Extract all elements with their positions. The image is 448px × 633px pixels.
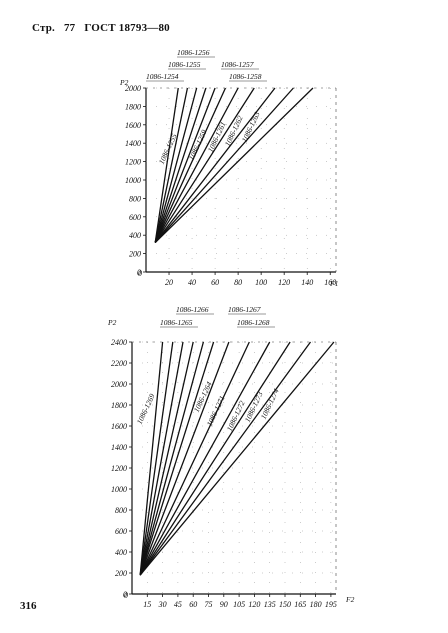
series-line (139, 341, 164, 576)
series-line (154, 87, 239, 243)
series-label: 1086-1274 (259, 387, 281, 420)
y-tick-label: 800 (115, 506, 127, 515)
x-tick-label: 120 (278, 278, 290, 287)
series-line (154, 87, 255, 243)
legend-label: 1086-1255 (168, 60, 201, 69)
series-line (139, 341, 194, 576)
legend-label: 1086-1256 (177, 48, 210, 57)
x-tick-label: 45 (174, 600, 182, 609)
x-axis-label: F2 (345, 595, 355, 604)
series-line (139, 341, 215, 576)
x-tick-label: 165 (294, 600, 306, 609)
series-line (139, 341, 184, 576)
x-tick-label: 60 (189, 600, 197, 609)
x-origin-label: 0 (124, 591, 128, 600)
x-tick-label: 195 (325, 600, 337, 609)
standard-code: ГОСТ 18793—80 (84, 22, 170, 34)
x-tick-label: 150 (279, 600, 291, 609)
x-tick-label: 80 (234, 278, 242, 287)
legend-label: 1086-1267 (228, 305, 261, 314)
y-tick-label: 0 (123, 590, 127, 599)
x-tick-label: 100 (255, 278, 267, 287)
series-line (154, 87, 216, 243)
legend-label: 1086-1257 (221, 60, 254, 69)
y-tick-label: 1000 (111, 485, 127, 494)
series-line (139, 341, 205, 576)
x-tick-label: 90 (220, 600, 228, 609)
y-axis-label: P2 (107, 318, 117, 327)
y-tick-label: 200 (115, 569, 127, 578)
x-origin-label: 0 (138, 269, 142, 278)
legend-label: 1086-1268 (237, 318, 270, 327)
x-tick-label: 120 (248, 600, 260, 609)
page-no: 77 (63, 22, 76, 34)
y-tick-label: 2000 (111, 380, 127, 389)
y-tick-label: 2200 (111, 359, 127, 368)
series-line (154, 87, 227, 243)
y-tick-label: 1400 (125, 139, 141, 148)
series-line (139, 341, 271, 576)
x-tick-label: 160 (324, 278, 336, 287)
y-axis-label: P2 (119, 78, 129, 87)
series-label: 1086-1264 (192, 380, 214, 413)
y-tick-label: 1400 (111, 443, 127, 452)
series-label: 1086-1269 (135, 392, 157, 425)
x-tick-label: 140 (301, 278, 313, 287)
legend-label: 1086-1265 (160, 318, 193, 327)
page-prefix: Стр. (32, 22, 56, 34)
x-tick-label: 20 (165, 278, 173, 287)
y-tick-label: 400 (115, 548, 127, 557)
y-tick-label: 1600 (125, 121, 141, 130)
series-line (154, 87, 276, 243)
y-tick-label: 2000 (125, 84, 141, 93)
x-tick-label: 180 (310, 600, 322, 609)
legend-label: 1086-1254 (146, 72, 179, 81)
series-label: 1086-1271 (205, 394, 227, 427)
series-line (139, 341, 230, 576)
series-line (154, 87, 179, 243)
y-tick-label: 600 (115, 527, 127, 536)
legend-label: 1086-1266 (176, 305, 209, 314)
y-tick-label: 600 (129, 213, 141, 222)
x-tick-label: 75 (205, 600, 213, 609)
y-tick-label: 1200 (125, 158, 141, 167)
y-tick-label: 1800 (111, 401, 127, 410)
y-tick-label: 1200 (111, 464, 127, 473)
series-line (154, 87, 294, 243)
y-tick-label: 2400 (111, 338, 127, 347)
x-tick-label: 60 (211, 278, 219, 287)
series-line (154, 87, 198, 243)
page-number: 316 (20, 600, 37, 612)
y-tick-label: 200 (129, 250, 141, 259)
x-tick-label: 105 (233, 600, 245, 609)
page-header: Стр. 77 ГОСТ 18793—80 (32, 22, 176, 34)
series-line (154, 87, 314, 244)
legend-label: 1086-1258 (229, 72, 262, 81)
y-tick-label: 0 (137, 268, 141, 277)
y-tick-label: 1000 (125, 176, 141, 185)
series-line (139, 341, 250, 576)
series-label: 1086-1259 (187, 128, 209, 161)
x-tick-label: 40 (188, 278, 196, 287)
x-tick-label: 15 (143, 600, 151, 609)
series-line (139, 341, 174, 576)
series-line (139, 341, 312, 576)
series-line (154, 87, 207, 243)
y-tick-label: 1600 (111, 422, 127, 431)
y-tick-label: 400 (129, 231, 141, 240)
y-tick-label: 1800 (125, 102, 141, 111)
x-tick-label: 135 (264, 600, 276, 609)
series-line (154, 87, 189, 243)
x-axis-label: F1 (329, 279, 338, 288)
series-line (139, 341, 291, 576)
series-line (139, 341, 335, 576)
x-tick-label: 30 (158, 600, 167, 609)
y-tick-label: 800 (129, 194, 141, 203)
